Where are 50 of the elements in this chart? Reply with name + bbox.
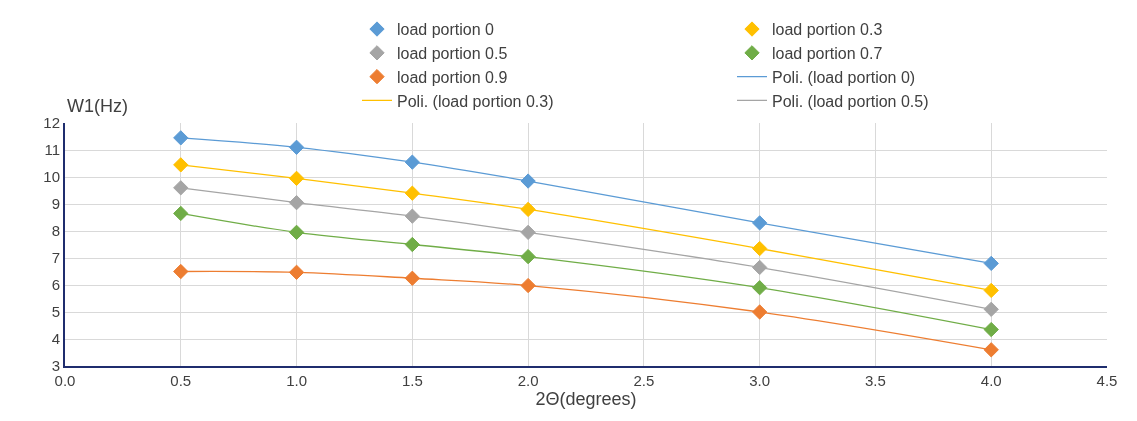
x-tick-label: 2.0 [517, 372, 539, 389]
point [520, 201, 536, 218]
x-tick-label: 1.0 [286, 372, 307, 389]
point [173, 205, 189, 222]
point [983, 282, 999, 299]
legend-label: load portion 0.9 [397, 68, 508, 86]
point [983, 321, 999, 338]
y-tick-label: 7 [51, 249, 60, 267]
y-tick-label: 6 [51, 276, 60, 294]
point [173, 263, 189, 280]
point [520, 173, 536, 189]
x-tick-label: 2.5 [633, 372, 655, 389]
x-tick-label: 3.0 [749, 372, 771, 389]
legend-label: Poli. (load portion 0.3) [397, 92, 554, 110]
legend-label: Poli. (load portion 0.5) [772, 92, 929, 110]
y-tick-label: 4 [51, 330, 60, 348]
point [520, 224, 536, 240]
point [173, 180, 189, 196]
point [983, 301, 999, 317]
y-tick-label: 3 [51, 357, 60, 375]
point [983, 255, 999, 272]
point [752, 240, 768, 257]
x-tick-label: 0.5 [170, 372, 192, 389]
point [173, 157, 189, 173]
y-tick-label: 10 [43, 168, 60, 186]
y-axis-title: W1(Hz) [67, 96, 128, 116]
y-tick-label: 12 [43, 114, 60, 132]
point [173, 130, 189, 146]
x-tick-label: 3.5 [865, 372, 886, 389]
y-tick-label: 11 [44, 141, 60, 159]
point [752, 304, 768, 320]
x-tick-label: 4.0 [980, 372, 1002, 389]
point [288, 264, 305, 280]
x-axis-title: 2Θ(degrees) [535, 389, 637, 409]
point [983, 342, 999, 358]
point [404, 154, 420, 170]
legend-label: Poli. (load portion 0) [772, 68, 916, 86]
x-tick-label: 4.5 [1096, 372, 1118, 389]
point [752, 259, 768, 276]
legend-label: load portion 0.5 [397, 45, 508, 63]
x-tick-label: 0.0 [54, 372, 76, 389]
y-tick-label: 8 [51, 222, 60, 240]
y-tick-label: 5 [51, 303, 60, 321]
legend-label: load portion 0 [397, 21, 495, 39]
legend-label: load portion 0.7 [772, 45, 883, 63]
legend-label: load portion 0.3 [772, 21, 883, 39]
x-tick-label: 1.5 [401, 372, 423, 389]
y-tick-label: 9 [51, 195, 60, 213]
point [404, 208, 420, 224]
point [752, 280, 768, 296]
